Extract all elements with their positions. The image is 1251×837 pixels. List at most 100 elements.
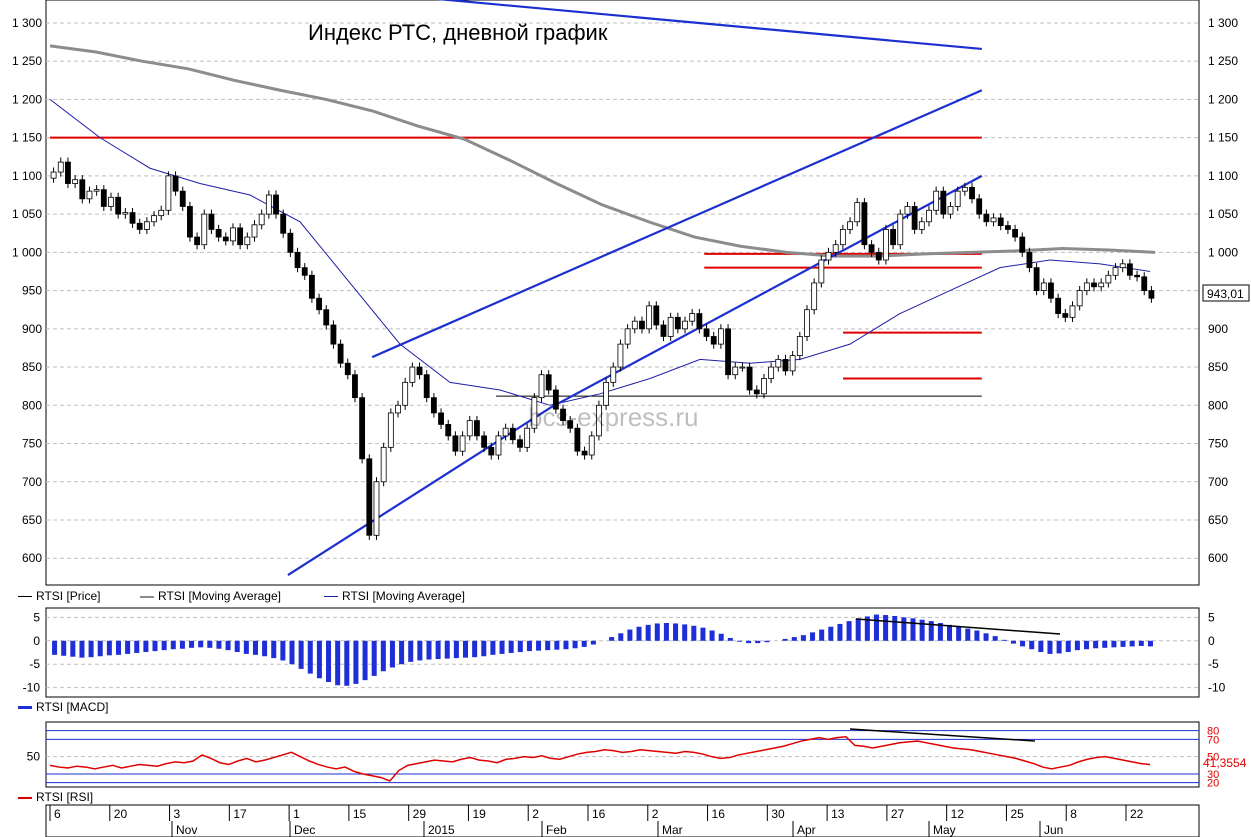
candle-body	[1069, 305, 1076, 318]
candle-body	[847, 221, 853, 230]
candle-body	[194, 236, 201, 246]
candle-body	[402, 381, 409, 406]
candle-body	[875, 251, 882, 261]
macd-y-tick-right: 5	[1208, 610, 1215, 624]
candle-body	[746, 366, 753, 391]
candle-body	[861, 202, 868, 246]
candle-body	[380, 446, 387, 483]
candle-body	[423, 374, 430, 399]
candle-body	[1091, 282, 1097, 288]
horizontal-levels	[50, 136, 982, 397]
price-y-tick-right: 750	[1208, 437, 1228, 451]
x-day-label: 30	[771, 807, 785, 821]
candle-body	[761, 378, 767, 395]
candle-body	[538, 374, 545, 399]
candle-body	[287, 232, 294, 253]
candle-body	[129, 212, 136, 224]
candle-body	[646, 305, 653, 330]
candle-body	[890, 229, 897, 246]
candle-body	[1141, 276, 1148, 291]
x-month-label: Mar	[662, 823, 683, 837]
candle-body	[466, 420, 473, 437]
candle-body	[703, 328, 710, 337]
candle-body	[1119, 263, 1126, 269]
candle-body	[624, 328, 631, 345]
candle-body	[552, 389, 559, 410]
price-y-tick-right: 650	[1208, 513, 1228, 527]
candle-body	[560, 408, 566, 421]
macd-histogram	[52, 614, 1153, 686]
candle-body	[136, 222, 143, 230]
price-y-axis-left: 1 300 1 250 1 200 1 150 1 100 1 050 1 000 950 90…	[12, 16, 42, 565]
candle-body	[660, 324, 667, 337]
rsi-divergence-line	[849, 728, 1036, 742]
price-y-tick-right: 800	[1208, 398, 1228, 412]
candle-body	[251, 224, 258, 238]
candle-body	[72, 179, 79, 184]
x-day-label: 25	[1010, 807, 1024, 821]
candle-body	[596, 404, 602, 437]
candle-body	[775, 359, 782, 368]
candle-body	[445, 424, 452, 437]
candle-body	[581, 450, 588, 456]
candle-body	[373, 481, 380, 536]
candle-body	[1048, 282, 1054, 299]
macd-panel-frame	[45, 607, 1200, 698]
candle-body	[86, 190, 93, 200]
candle-body	[1012, 229, 1018, 238]
x-day-label: 13	[831, 807, 845, 821]
price-y-tick-left: 650	[22, 513, 42, 527]
legend-macd-label: RTSI [MACD]	[36, 700, 109, 714]
candle-body	[1019, 236, 1026, 253]
candle-body	[689, 313, 696, 322]
candle-body	[732, 366, 739, 376]
candle-body	[143, 221, 150, 230]
price-y-tick-left: 1 050	[12, 207, 42, 221]
candle-body	[258, 213, 265, 226]
candle-body	[323, 309, 330, 326]
x-day-label: 16	[592, 807, 606, 821]
x-month-label: May	[933, 823, 956, 837]
x-day-label: 16	[712, 807, 726, 821]
candle-body	[502, 427, 509, 437]
x-day-label: 19	[472, 807, 486, 821]
rsi-last-value: 41,3554	[1203, 756, 1247, 770]
candle-body	[639, 320, 645, 330]
x-day-label: 17	[233, 807, 247, 821]
candle-body	[911, 206, 918, 230]
candle-body	[990, 217, 997, 223]
macd-y-tick-right: -10	[1208, 681, 1226, 695]
candle-body	[969, 186, 975, 200]
macd-y-tick-right: -5	[1208, 657, 1219, 671]
candle-body	[359, 397, 366, 460]
price-y-tick-left: 950	[22, 284, 42, 298]
x-day-label: 1	[293, 807, 300, 821]
candle-body	[50, 171, 57, 179]
candle-body	[122, 212, 129, 215]
candle-body	[1098, 282, 1105, 288]
candle-body	[976, 198, 983, 215]
legend-price: RTSI [Price]	[18, 589, 100, 603]
price-y-tick-left: 700	[22, 475, 42, 489]
candle-body	[294, 251, 301, 269]
macd-y-tick-left: 0	[33, 634, 40, 648]
x-day-label: 20	[114, 807, 128, 821]
candle-body	[940, 190, 947, 215]
candle-body	[201, 213, 208, 246]
candle-body	[653, 305, 660, 326]
macd-y-tick-left: 5	[33, 610, 40, 624]
candle-body	[301, 267, 308, 276]
candle-body	[481, 435, 488, 448]
candle-body	[739, 366, 746, 369]
candle-body	[495, 435, 502, 456]
price-y-tick-left: 600	[22, 551, 42, 565]
price-y-tick-left: 1 100	[12, 169, 42, 183]
x-month-label: Feb	[546, 823, 567, 837]
candle-body	[452, 435, 459, 452]
price-y-tick-left: 900	[22, 322, 42, 336]
candle-body	[430, 397, 437, 414]
x-day-label: 29	[413, 807, 427, 821]
candle-body	[179, 190, 186, 207]
legend-macd: RTSI [MACD]	[18, 700, 108, 714]
